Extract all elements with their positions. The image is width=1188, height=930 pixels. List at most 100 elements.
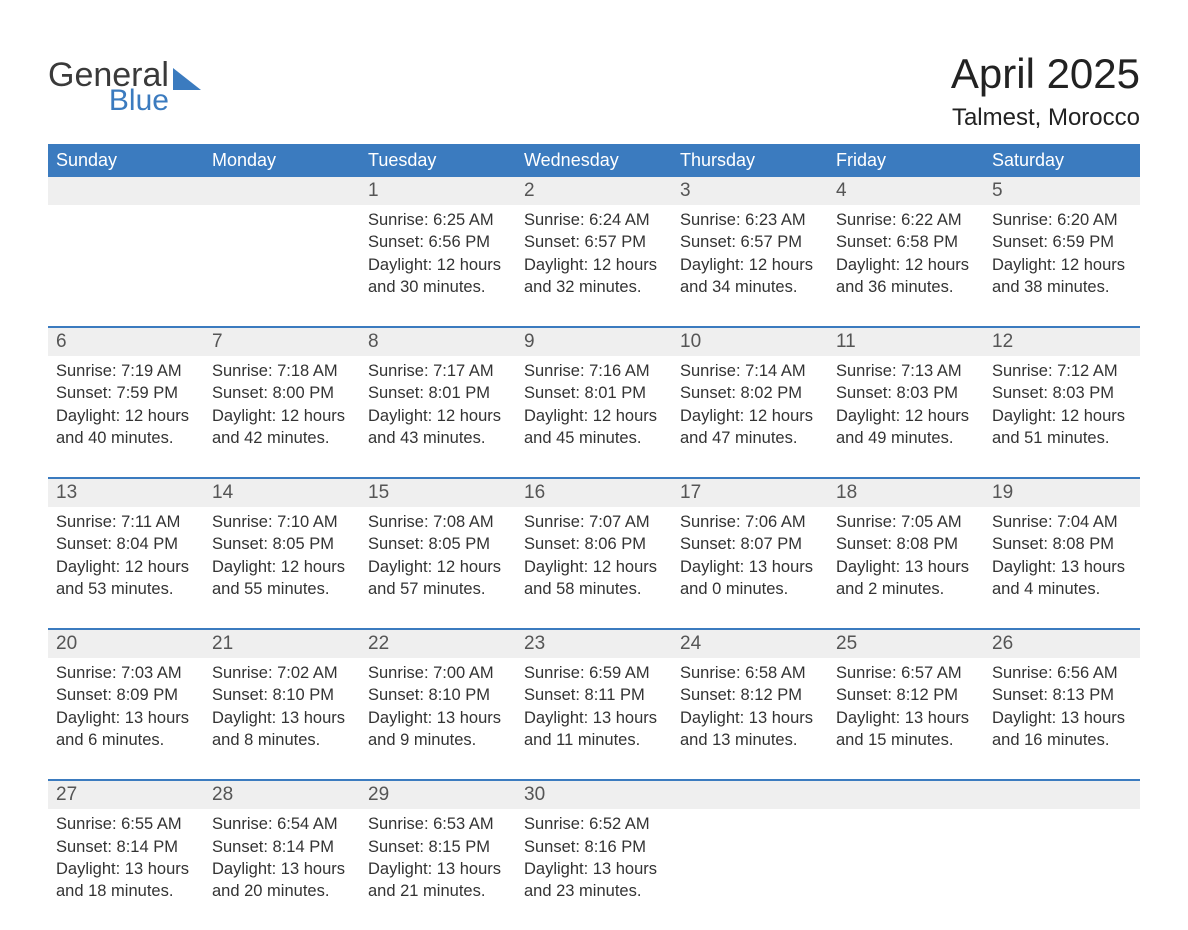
day-number: 16 [516, 479, 672, 507]
daylight-line1: Daylight: 13 hours [524, 858, 664, 880]
day-number-row: 12345 [48, 177, 1140, 205]
daylight-line2: and 34 minutes. [680, 276, 820, 298]
sunset-text: Sunset: 8:14 PM [212, 836, 352, 858]
day-number: 24 [672, 630, 828, 658]
month-title: April 2025 [951, 50, 1140, 98]
day-number: 27 [48, 781, 204, 809]
day-number: 30 [516, 781, 672, 809]
daylight-line1: Daylight: 12 hours [680, 254, 820, 276]
day-number: 20 [48, 630, 204, 658]
daylight-line2: and 23 minutes. [524, 880, 664, 902]
day-number: 12 [984, 328, 1140, 356]
daylight-line2: and 51 minutes. [992, 427, 1132, 449]
sunrise-text: Sunrise: 6:22 AM [836, 209, 976, 231]
daylight-line2: and 30 minutes. [368, 276, 508, 298]
sunset-text: Sunset: 6:57 PM [680, 231, 820, 253]
daylight-line1: Daylight: 12 hours [368, 254, 508, 276]
sunset-text: Sunset: 8:14 PM [56, 836, 196, 858]
title-block: April 2025 Talmest, Morocco [951, 50, 1140, 132]
daylight-line2: and 57 minutes. [368, 578, 508, 600]
day-number: 6 [48, 328, 204, 356]
daylight-line1: Daylight: 13 hours [368, 707, 508, 729]
logo-text: General Blue [48, 58, 169, 116]
sunrise-text: Sunrise: 7:08 AM [368, 511, 508, 533]
day-number: 7 [204, 328, 360, 356]
day-cell: Sunrise: 7:18 AMSunset: 8:00 PMDaylight:… [204, 356, 360, 477]
sunrise-text: Sunrise: 7:11 AM [56, 511, 196, 533]
sunset-text: Sunset: 8:01 PM [524, 382, 664, 404]
sunset-text: Sunset: 8:02 PM [680, 382, 820, 404]
day-number: 17 [672, 479, 828, 507]
daylight-line2: and 38 minutes. [992, 276, 1132, 298]
day-cell [48, 205, 204, 326]
daylight-line2: and 45 minutes. [524, 427, 664, 449]
week-row: 27282930Sunrise: 6:55 AMSunset: 8:14 PMD… [48, 779, 1140, 930]
sunset-text: Sunset: 8:06 PM [524, 533, 664, 555]
daylight-line1: Daylight: 12 hours [524, 556, 664, 578]
daylight-line1: Daylight: 12 hours [524, 254, 664, 276]
day-cell: Sunrise: 6:54 AMSunset: 8:14 PMDaylight:… [204, 809, 360, 930]
day-number-row: 6789101112 [48, 328, 1140, 356]
calendar: SundayMondayTuesdayWednesdayThursdayFrid… [48, 144, 1140, 930]
sunrise-text: Sunrise: 7:03 AM [56, 662, 196, 684]
day-cell: Sunrise: 7:12 AMSunset: 8:03 PMDaylight:… [984, 356, 1140, 477]
day-cell: Sunrise: 7:14 AMSunset: 8:02 PMDaylight:… [672, 356, 828, 477]
daylight-line1: Daylight: 12 hours [368, 405, 508, 427]
day-cell [984, 809, 1140, 930]
daylight-line2: and 43 minutes. [368, 427, 508, 449]
week-row: 13141516171819Sunrise: 7:11 AMSunset: 8:… [48, 477, 1140, 628]
daylight-line1: Daylight: 12 hours [212, 556, 352, 578]
daylight-line1: Daylight: 13 hours [680, 556, 820, 578]
sunset-text: Sunset: 8:11 PM [524, 684, 664, 706]
sunset-text: Sunset: 8:08 PM [992, 533, 1132, 555]
sunset-text: Sunset: 8:09 PM [56, 684, 196, 706]
day-number: 10 [672, 328, 828, 356]
daylight-line2: and 2 minutes. [836, 578, 976, 600]
daylight-line2: and 6 minutes. [56, 729, 196, 751]
sunrise-text: Sunrise: 6:56 AM [992, 662, 1132, 684]
sunrise-text: Sunrise: 6:59 AM [524, 662, 664, 684]
day-cell: Sunrise: 6:23 AMSunset: 6:57 PMDaylight:… [672, 205, 828, 326]
sunset-text: Sunset: 8:04 PM [56, 533, 196, 555]
day-cell: Sunrise: 7:04 AMSunset: 8:08 PMDaylight:… [984, 507, 1140, 628]
daylight-line1: Daylight: 12 hours [836, 405, 976, 427]
sunset-text: Sunset: 8:10 PM [368, 684, 508, 706]
day-cell: Sunrise: 7:19 AMSunset: 7:59 PMDaylight:… [48, 356, 204, 477]
sunset-text: Sunset: 6:58 PM [836, 231, 976, 253]
day-number: 25 [828, 630, 984, 658]
daylight-line1: Daylight: 12 hours [368, 556, 508, 578]
day-number: 15 [360, 479, 516, 507]
day-cell: Sunrise: 7:00 AMSunset: 8:10 PMDaylight:… [360, 658, 516, 779]
sunrise-text: Sunrise: 6:55 AM [56, 813, 196, 835]
sunset-text: Sunset: 8:01 PM [368, 382, 508, 404]
week-row: 20212223242526Sunrise: 7:03 AMSunset: 8:… [48, 628, 1140, 779]
sunset-text: Sunset: 8:07 PM [680, 533, 820, 555]
sunrise-text: Sunrise: 7:05 AM [836, 511, 976, 533]
daylight-line2: and 9 minutes. [368, 729, 508, 751]
sunrise-text: Sunrise: 6:52 AM [524, 813, 664, 835]
daylight-line1: Daylight: 12 hours [992, 254, 1132, 276]
week-row: 6789101112Sunrise: 7:19 AMSunset: 7:59 P… [48, 326, 1140, 477]
sunrise-text: Sunrise: 7:13 AM [836, 360, 976, 382]
daylight-line2: and 53 minutes. [56, 578, 196, 600]
day-number: 3 [672, 177, 828, 205]
day-number [204, 177, 360, 205]
day-cell: Sunrise: 7:08 AMSunset: 8:05 PMDaylight:… [360, 507, 516, 628]
sunset-text: Sunset: 8:10 PM [212, 684, 352, 706]
weekday-header: Friday [828, 144, 984, 177]
day-cell: Sunrise: 6:55 AMSunset: 8:14 PMDaylight:… [48, 809, 204, 930]
day-cell: Sunrise: 7:02 AMSunset: 8:10 PMDaylight:… [204, 658, 360, 779]
day-number: 4 [828, 177, 984, 205]
day-cell: Sunrise: 7:17 AMSunset: 8:01 PMDaylight:… [360, 356, 516, 477]
day-number: 11 [828, 328, 984, 356]
daylight-line2: and 21 minutes. [368, 880, 508, 902]
weeks-container: 12345Sunrise: 6:25 AMSunset: 6:56 PMDayl… [48, 177, 1140, 930]
day-cell: Sunrise: 7:03 AMSunset: 8:09 PMDaylight:… [48, 658, 204, 779]
day-cell: Sunrise: 6:20 AMSunset: 6:59 PMDaylight:… [984, 205, 1140, 326]
daylight-line1: Daylight: 12 hours [836, 254, 976, 276]
weekday-header: Thursday [672, 144, 828, 177]
sunrise-text: Sunrise: 6:58 AM [680, 662, 820, 684]
sunset-text: Sunset: 8:12 PM [836, 684, 976, 706]
sunset-text: Sunset: 8:15 PM [368, 836, 508, 858]
page-header: General Blue April 2025 Talmest, Morocco [48, 50, 1140, 132]
